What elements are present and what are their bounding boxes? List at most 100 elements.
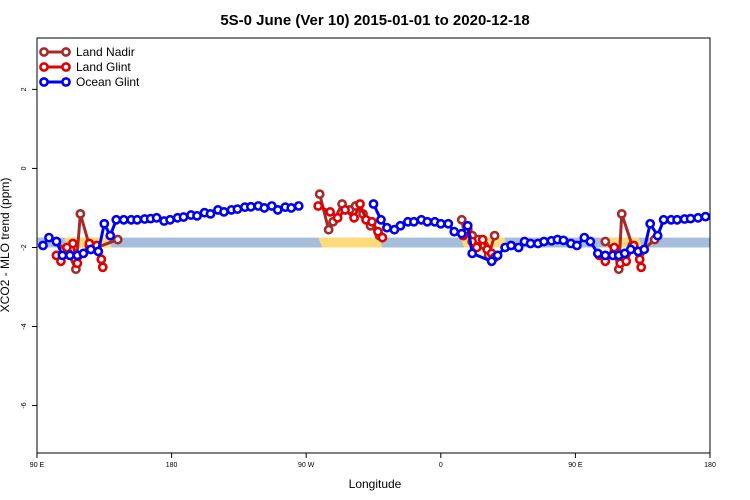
data-point-land-nadir	[600, 236, 611, 247]
data-point-ocean-glint	[422, 216, 433, 227]
data-point-ocean-glint	[272, 205, 283, 215]
legend-item-land-glint: Land Glint	[39, 60, 131, 74]
data-point-ocean-glint	[376, 214, 386, 225]
data-point-ocean-glint	[151, 212, 162, 223]
data-point-ocean-glint	[85, 244, 96, 255]
legend-item-ocean-glint: Ocean Glint	[39, 75, 140, 89]
data-point-ocean-glint	[51, 236, 62, 247]
data-point-ocean-glint	[685, 213, 696, 224]
data-point-ocean-glint	[219, 207, 229, 217]
legend-label: Land Nadir	[76, 45, 135, 59]
data-point-ocean-glint	[111, 214, 122, 225]
chart-title: 5S-0 June (Ver 10) 2015-01-01 to 2020-12…	[220, 12, 529, 29]
data-point-land-nadir	[75, 208, 86, 219]
x-tick-label: 180	[704, 462, 716, 469]
data-point-ocean-glint	[118, 214, 129, 225]
data-point-land-glint	[609, 242, 620, 253]
data-point-ocean-glint	[178, 212, 189, 222]
x-tick-label: 0	[439, 462, 443, 469]
data-point-ocean-glint	[539, 236, 549, 247]
data-point-ocean-glint	[293, 201, 304, 211]
data-point-land-glint	[96, 254, 107, 265]
data-point-ocean-glint	[645, 218, 656, 229]
data-point-ocean-glint	[395, 220, 406, 231]
legend-item-land-nadir: Land Nadir	[39, 45, 135, 59]
data-point-land-glint	[349, 212, 359, 223]
data-point-land-glint	[325, 207, 336, 217]
data-point-ocean-glint	[693, 212, 703, 223]
data-point-ocean-glint	[165, 214, 176, 225]
data-point-ocean-glint	[700, 211, 711, 222]
data-point-land-nadir	[456, 214, 467, 225]
data-point-land-glint	[313, 201, 324, 211]
data-point-ocean-glint	[38, 240, 48, 251]
data-point-land-glint	[377, 232, 388, 243]
data-point-ocean-glint	[652, 230, 663, 241]
data-point-ocean-glint	[368, 199, 379, 209]
data-point-ocean-glint	[462, 220, 473, 231]
data-point-ocean-glint	[639, 244, 650, 255]
data-point-ocean-glint	[192, 210, 202, 221]
data-point-ocean-glint	[585, 236, 596, 247]
data-point-ocean-glint	[232, 204, 243, 215]
data-point-ocean-glint	[486, 256, 497, 267]
data-point-ocean-glint	[672, 214, 682, 225]
y-tick-label: -6	[21, 402, 28, 408]
y-axis-label: XCO2 - MLO trend (ppm)	[0, 178, 12, 313]
data-point-land-glint	[72, 258, 83, 269]
legend-marker	[39, 77, 49, 87]
data-point-land-glint	[621, 256, 632, 267]
data-point-land-glint	[340, 205, 350, 215]
x-tick-label: 90 E	[568, 462, 583, 469]
data-point-ocean-glint	[259, 203, 270, 213]
data-point-land-glint	[97, 262, 108, 273]
y-tick-label: -2	[21, 244, 28, 250]
x-tick-label: 90 E	[30, 462, 45, 469]
data-point-ocean-glint	[658, 214, 669, 225]
x-axis: 90 E 180 90 W 0 90 E 180	[30, 453, 716, 469]
data-point-land-glint	[355, 199, 365, 209]
data-point-ocean-glint	[525, 238, 536, 249]
data-point-land-nadir	[323, 224, 334, 235]
y-tick-label: 2	[21, 87, 28, 91]
data-point-ocean-glint	[205, 208, 216, 219]
data-point-ocean-glint	[132, 214, 143, 225]
data-point-ocean-glint	[467, 248, 478, 259]
data-point-land-nadir	[489, 230, 500, 241]
data-point-land-glint	[634, 254, 645, 265]
data-point-ocean-glint	[65, 250, 75, 261]
data-point-ocean-glint	[435, 218, 446, 229]
legend-label: Ocean Glint	[76, 75, 140, 89]
data-point-land-nadir	[616, 208, 627, 219]
legend-marker	[61, 77, 71, 87]
data-point-ocean-glint	[592, 248, 603, 259]
data-point-ocean-glint	[600, 250, 611, 261]
land-band-segment-1	[318, 237, 383, 248]
data-point-ocean-glint	[492, 250, 503, 261]
data-point-ocean-glint	[558, 235, 569, 246]
data-point-ocean-glint	[382, 222, 392, 233]
data-point-land-glint	[332, 212, 343, 223]
data-point-ocean-glint	[408, 216, 419, 227]
data-point-ocean-glint	[286, 203, 297, 213]
y-axis: 2 0 -2 -4 -6	[21, 87, 37, 409]
data-point-ocean-glint	[513, 242, 524, 253]
legend-marker	[39, 62, 49, 72]
data-point-ocean-glint	[99, 218, 110, 229]
data-point-ocean-glint	[571, 240, 582, 251]
data-point-ocean-glint	[456, 228, 467, 239]
data-point-ocean-glint	[625, 244, 636, 255]
x-tick-label: 90 W	[298, 462, 315, 469]
data-point-land-glint	[477, 234, 488, 245]
plot-frame	[36, 37, 711, 454]
data-point-ocean-glint	[443, 218, 454, 229]
y-tick-label: 0	[21, 166, 28, 170]
y-tick-label: -4	[21, 323, 28, 329]
legend-marker	[39, 47, 49, 57]
data-point-ocean-glint	[449, 226, 460, 237]
data-point-land-glint	[471, 242, 482, 253]
data-point-ocean-glint	[44, 232, 54, 243]
data-point-ocean-glint	[506, 240, 516, 251]
